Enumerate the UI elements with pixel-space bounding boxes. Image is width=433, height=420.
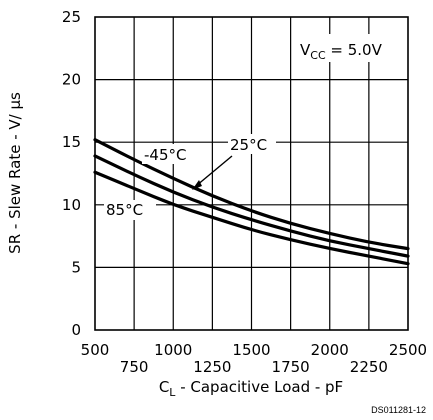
y-axis-label: SR - Slew Rate - V/ μs [6, 92, 24, 254]
y-tick-label: 0 [71, 321, 81, 339]
x-tick-label: 1750 [272, 358, 310, 376]
figure-code: DS011281-12 [371, 405, 426, 415]
label-25-leader-line [195, 155, 233, 187]
label-25-arrowhead [192, 180, 202, 190]
x-tick-label: 1250 [193, 358, 231, 376]
x-tick-label: 1000 [154, 341, 192, 359]
y-tick-label: 20 [62, 71, 81, 89]
y-tick-label: 5 [71, 258, 81, 276]
y-tick-labels: 0 5 10 15 20 25 [62, 8, 81, 339]
y-tick-label: 10 [62, 196, 81, 214]
label-bg-25 [228, 134, 276, 154]
label-bg-minus45 [142, 144, 198, 164]
curve-25c [93, 154, 410, 258]
x-tick-label: 500 [81, 341, 110, 359]
x-tick-label: 750 [120, 358, 149, 376]
x-tick-label: 1500 [232, 341, 270, 359]
x-tick-label: 2250 [350, 358, 388, 376]
series-label-25: 25°C [230, 136, 267, 154]
curve-minus45c [93, 138, 410, 251]
y-tick-label: 25 [62, 8, 81, 26]
curves [93, 138, 410, 266]
vcc-annotation: VCC = 5.0V [300, 41, 383, 62]
vcc-annotation-bg [296, 34, 400, 62]
series-label-minus45: -45°C [144, 146, 186, 164]
curve-85c [93, 170, 410, 266]
x-axis-label: CL - Capacitive Load - pF [159, 378, 343, 399]
grid [95, 17, 408, 330]
x-tick-label: 2000 [311, 341, 349, 359]
series-label-85: 85°C [106, 201, 143, 219]
x-tick-labels: 500 1000 1500 2000 2500 750 1250 1750 2250 [81, 341, 427, 376]
x-tick-label: 2500 [389, 341, 427, 359]
label-bg-85 [104, 200, 156, 220]
y-tick-label: 15 [62, 133, 81, 151]
